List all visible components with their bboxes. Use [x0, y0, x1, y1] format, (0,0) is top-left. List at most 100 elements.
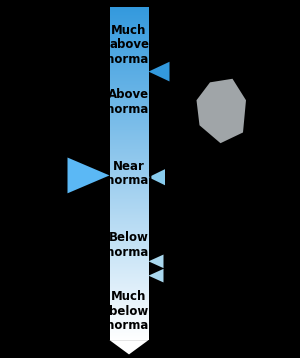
Bar	[110, 200, 148, 201]
Bar	[110, 94, 148, 95]
Bar	[110, 54, 148, 55]
Bar	[110, 248, 148, 250]
Bar	[110, 253, 148, 255]
Bar	[110, 131, 148, 132]
Bar	[110, 183, 148, 184]
Bar	[110, 255, 148, 256]
Bar	[110, 125, 148, 126]
Bar	[110, 292, 148, 294]
Bar	[110, 63, 148, 64]
Bar	[110, 10, 148, 11]
Bar	[110, 108, 148, 109]
Bar	[110, 168, 148, 169]
Bar	[110, 111, 148, 112]
Bar	[110, 123, 148, 124]
Bar	[110, 152, 148, 153]
Bar	[110, 332, 148, 333]
Bar	[110, 169, 148, 170]
Bar	[110, 32, 148, 33]
Bar	[110, 296, 148, 297]
Bar	[110, 46, 148, 47]
Bar	[110, 241, 148, 242]
Bar	[110, 57, 148, 58]
Bar	[110, 320, 148, 321]
Bar	[110, 120, 148, 121]
Bar	[110, 67, 148, 68]
Bar	[110, 289, 148, 290]
Bar	[110, 285, 148, 286]
Bar	[110, 335, 148, 336]
Bar	[110, 315, 148, 316]
Bar	[110, 314, 148, 315]
Bar	[110, 264, 148, 265]
Bar	[110, 83, 148, 84]
Bar	[110, 73, 148, 74]
Bar	[110, 31, 148, 32]
Bar	[110, 260, 148, 261]
Bar	[110, 52, 148, 53]
Bar	[110, 279, 148, 280]
Bar	[110, 56, 148, 57]
Bar	[110, 49, 148, 50]
Bar	[110, 224, 148, 225]
Bar	[110, 107, 148, 108]
Bar	[110, 302, 148, 303]
Bar	[110, 135, 148, 136]
Bar	[110, 317, 148, 318]
Bar	[110, 312, 148, 313]
Bar	[110, 147, 148, 148]
Bar	[110, 209, 148, 210]
Bar	[110, 16, 148, 17]
Bar	[110, 29, 148, 30]
Bar	[110, 12, 148, 13]
Bar	[110, 182, 148, 183]
Bar	[110, 237, 148, 238]
Bar	[110, 175, 148, 176]
Bar	[110, 95, 148, 96]
Bar	[110, 231, 148, 232]
Bar	[110, 100, 148, 101]
Bar	[110, 124, 148, 125]
Bar	[110, 102, 148, 103]
Bar	[110, 106, 148, 107]
Bar	[110, 7, 148, 8]
Bar	[110, 204, 148, 205]
Bar	[110, 319, 148, 320]
Bar	[110, 163, 148, 164]
Bar	[110, 132, 148, 133]
Bar	[110, 148, 148, 149]
Bar	[110, 92, 148, 93]
Bar	[110, 151, 148, 152]
Bar	[110, 145, 148, 146]
Bar	[110, 157, 148, 158]
Bar	[110, 174, 148, 175]
Bar	[110, 84, 148, 86]
Bar	[110, 194, 148, 195]
Bar	[110, 122, 148, 123]
Bar	[110, 226, 148, 227]
Bar	[110, 261, 148, 262]
Bar	[110, 211, 148, 212]
Bar	[110, 51, 148, 52]
Bar	[110, 331, 148, 332]
Bar	[110, 288, 148, 289]
Bar	[110, 190, 148, 191]
Bar	[110, 104, 148, 105]
Bar	[110, 161, 148, 162]
Bar	[110, 126, 148, 127]
Bar	[110, 19, 148, 20]
Bar	[110, 77, 148, 78]
Bar	[110, 186, 148, 187]
Bar	[110, 193, 148, 194]
Bar	[110, 36, 148, 37]
Bar	[110, 256, 148, 257]
Bar	[110, 136, 148, 137]
Bar	[110, 42, 148, 43]
Bar	[110, 220, 148, 221]
Bar	[110, 203, 148, 204]
Bar	[110, 69, 148, 71]
Bar	[110, 26, 148, 27]
Bar	[110, 28, 148, 29]
Bar	[110, 283, 148, 284]
Bar	[110, 17, 148, 18]
